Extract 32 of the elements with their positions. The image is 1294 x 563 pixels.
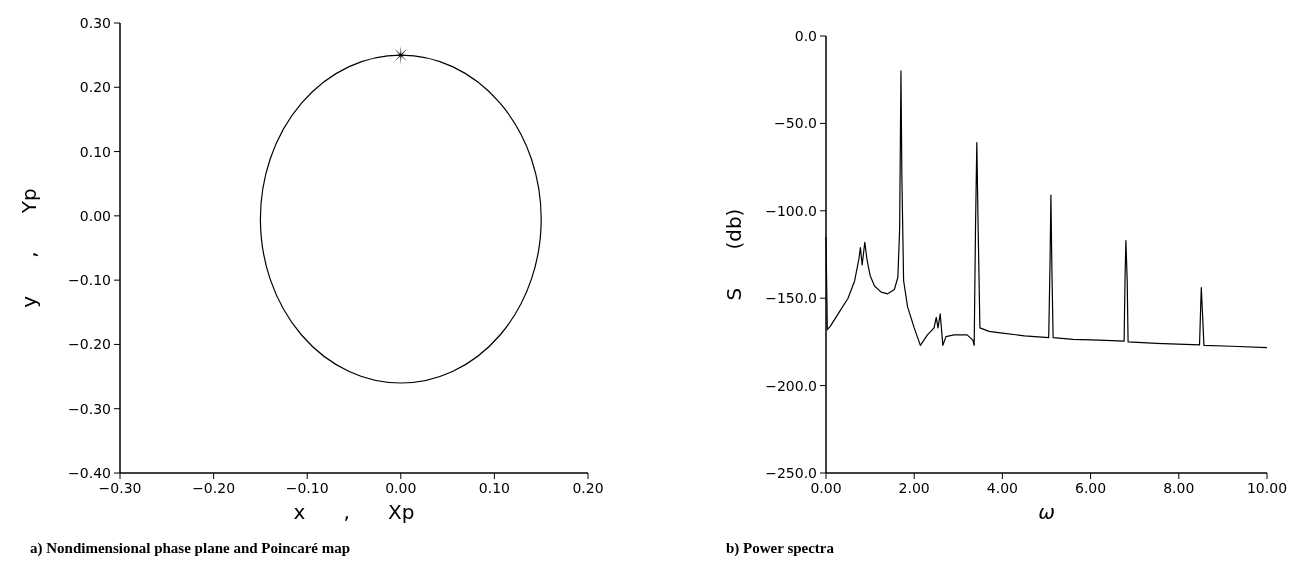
x-tick-label: 0.00 <box>810 480 842 496</box>
x-tick-label: −0.30 <box>98 480 142 496</box>
text: a) Nondimensional phase plane and Poincaré map <box>30 540 351 557</box>
x-tick-label: 4.00 <box>986 480 1018 496</box>
x-tick-label: 0.00 <box>385 480 417 496</box>
x-axis-title: x , Xp <box>293 500 415 524</box>
y-axis-title: y , Yp <box>17 188 41 308</box>
y-tick-label: −100.0 <box>765 202 817 219</box>
x-tick-label: −0.20 <box>192 480 236 496</box>
y-tick-label: 0.00 <box>79 207 111 224</box>
x-tick-label: 10.00 <box>1246 480 1288 496</box>
y-tick-label: −0.10 <box>68 272 111 289</box>
x-tick-label: 0.10 <box>478 480 510 496</box>
x-tick-label: 0.20 <box>572 480 604 496</box>
y-tick-label: −250.0 <box>765 465 817 481</box>
y-tick-label: 0.20 <box>79 79 111 96</box>
x-axis-title: ω <box>1038 500 1055 524</box>
y-tick-label: 0.0 <box>794 28 817 44</box>
text: b) Power spectra <box>726 540 835 557</box>
y-tick-label: −150.0 <box>765 290 817 307</box>
y-tick-label: −0.30 <box>68 400 111 417</box>
y-tick-label: 0.30 <box>79 15 111 31</box>
x-tick-label: 2.00 <box>898 480 930 496</box>
y-axis-title: S (db) <box>722 208 746 301</box>
x-tick-label: 8.00 <box>1163 480 1195 496</box>
y-tick-label: −200.0 <box>765 377 817 394</box>
y-tick-label: −0.20 <box>68 336 111 353</box>
y-tick-label: −0.40 <box>68 465 111 481</box>
y-tick-label: 0.10 <box>79 143 111 160</box>
x-tick-label: −0.10 <box>285 480 329 496</box>
x-tick-label: 6.00 <box>1075 480 1107 496</box>
y-tick-label: −50.0 <box>774 115 817 132</box>
